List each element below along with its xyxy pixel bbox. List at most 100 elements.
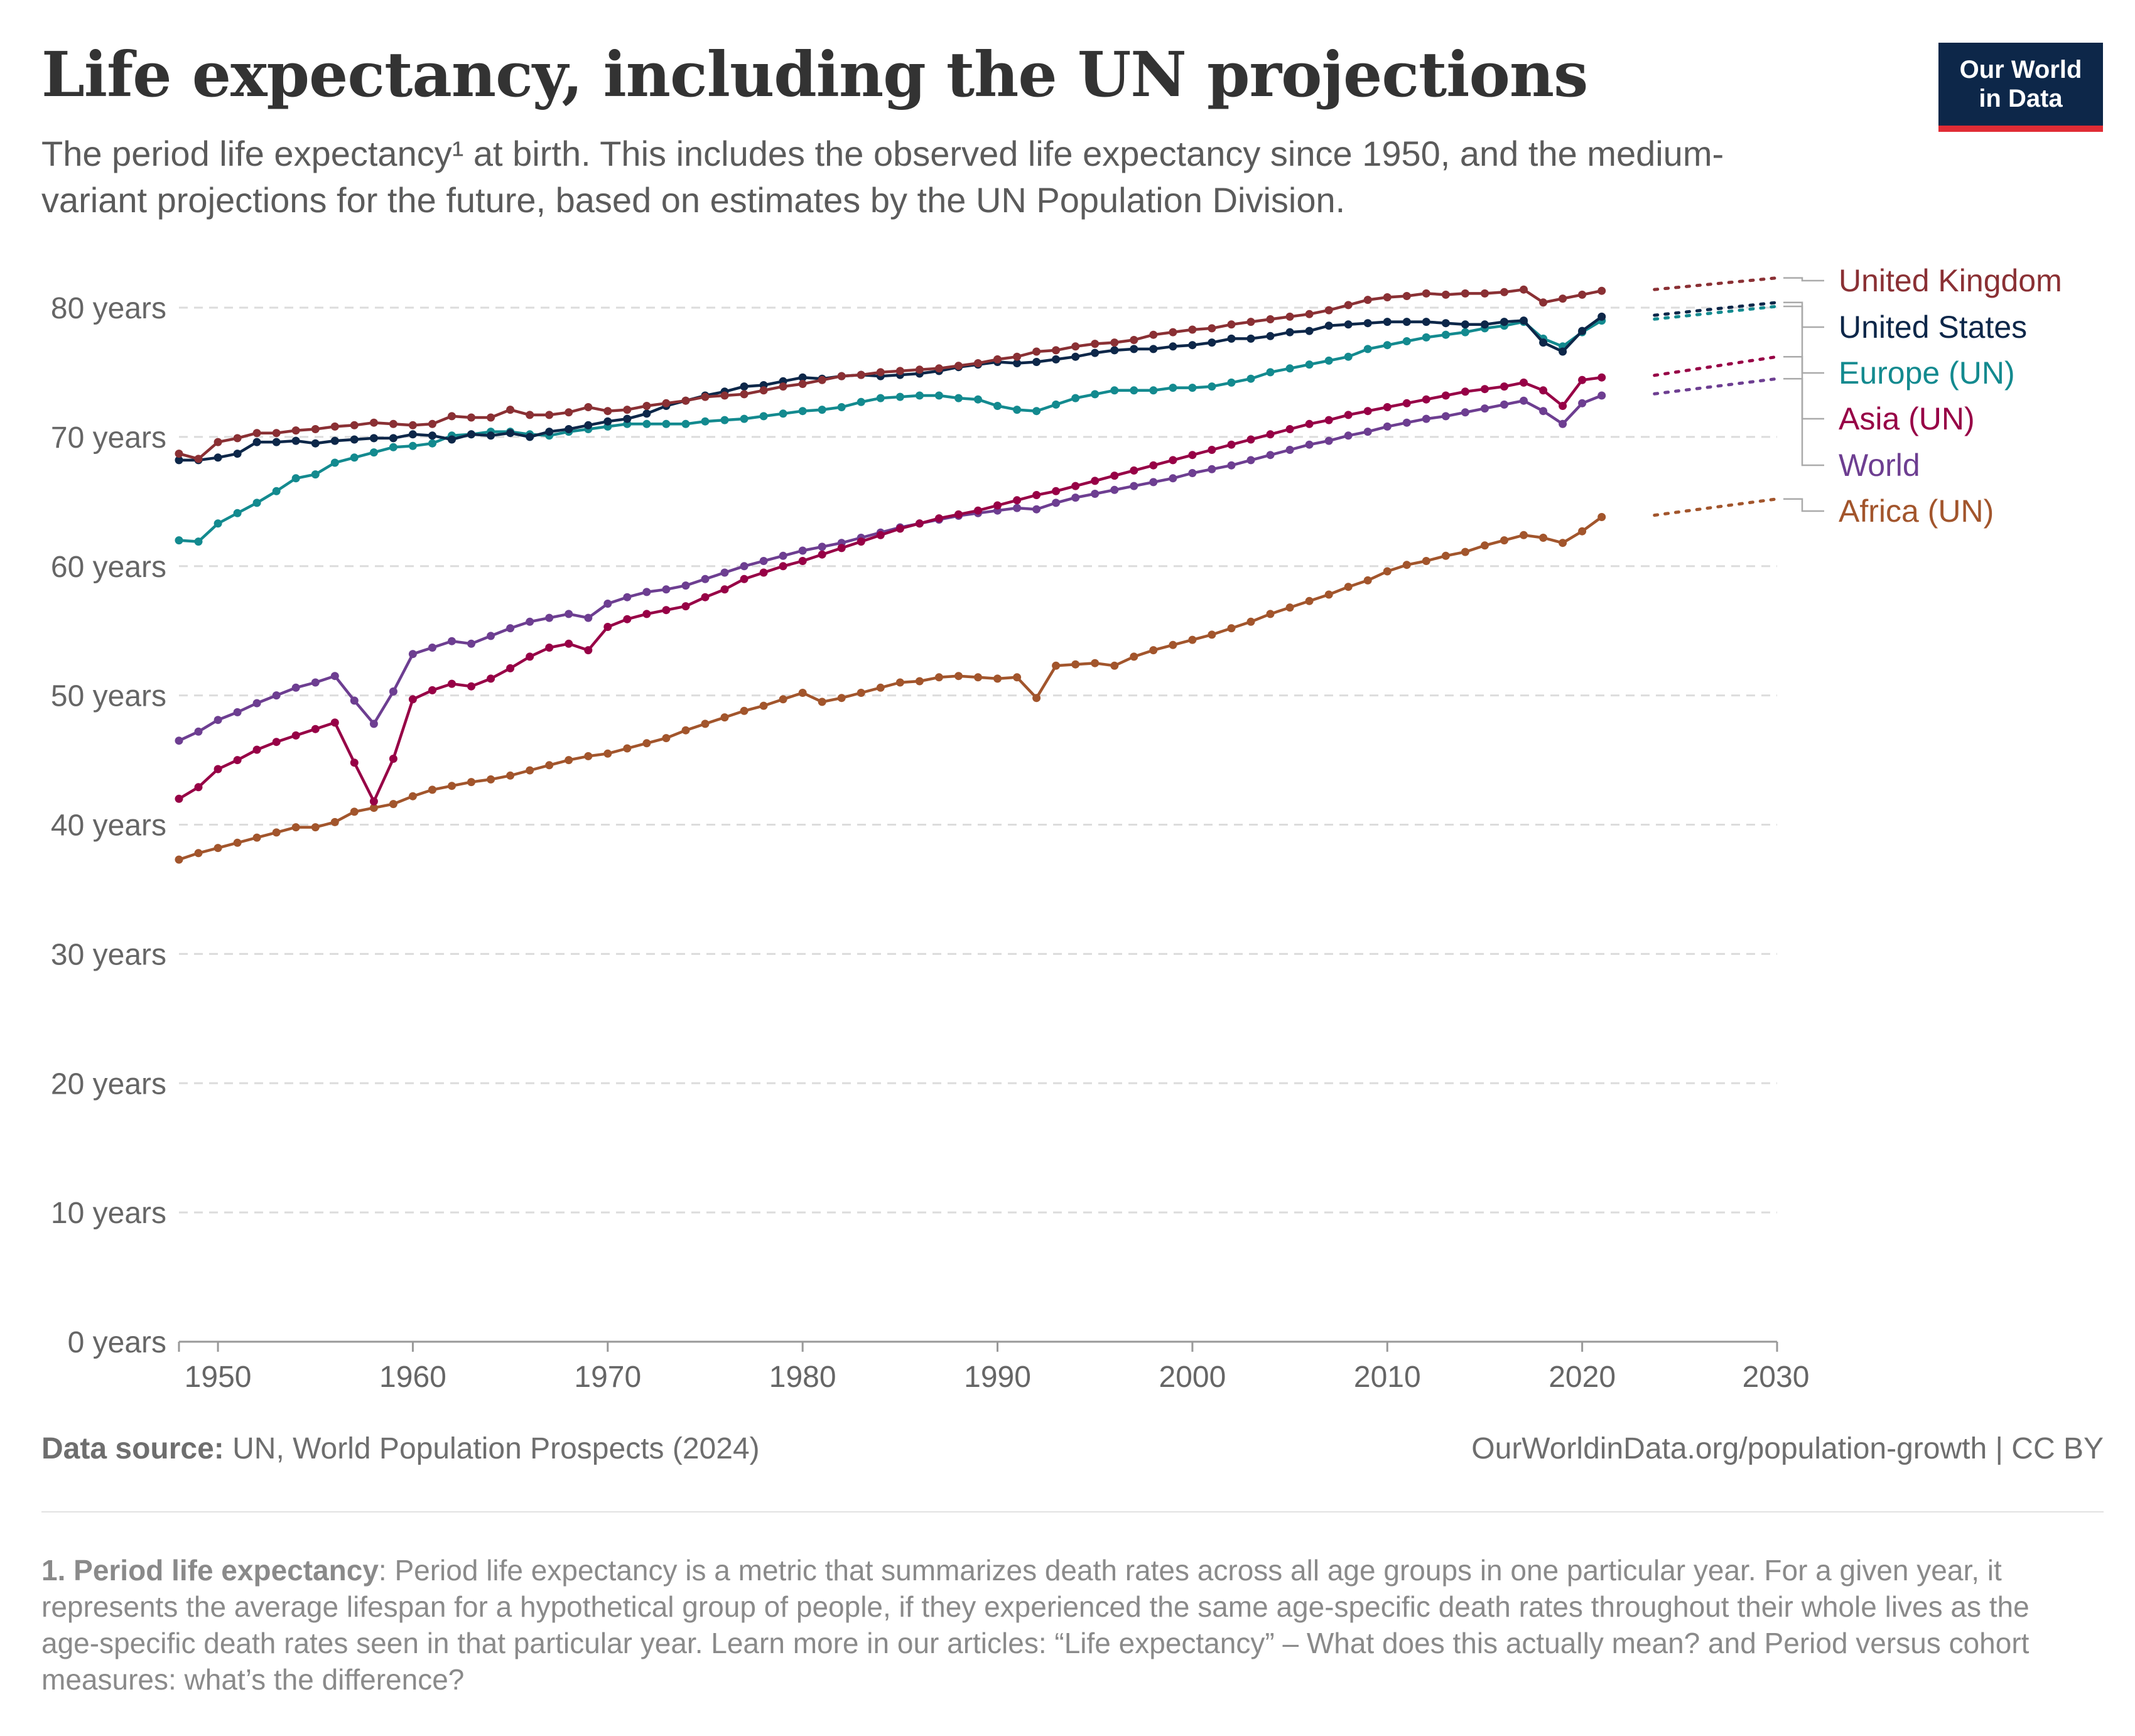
data-point: [798, 407, 807, 416]
data-point: [545, 761, 554, 770]
data-point: [291, 823, 300, 832]
data-point: [759, 701, 768, 710]
data-point: [798, 689, 807, 697]
data-point: [701, 574, 710, 583]
data-point: [506, 624, 515, 633]
data-point: [1091, 348, 1100, 357]
projection-line: [1653, 301, 1779, 317]
data-point: [1052, 487, 1061, 495]
data-point: [720, 391, 729, 400]
data-point: [895, 678, 904, 687]
legend-label: United Kingdom: [1839, 263, 2062, 298]
data-point: [1032, 358, 1041, 366]
data-point: [408, 792, 417, 801]
data-point: [1110, 661, 1119, 670]
data-point: [369, 434, 378, 443]
data-point: [467, 430, 475, 439]
data-point: [740, 382, 749, 391]
data-point: [701, 720, 710, 728]
data-point: [1441, 412, 1450, 421]
y-axis: 0 years 10 years 20 years 30 years 40 years 5…: [51, 292, 166, 1359]
data-point: [545, 644, 554, 652]
data-point: [1383, 422, 1392, 431]
data-point: [194, 783, 203, 792]
data-point: [467, 778, 475, 787]
source-url-link[interactable]: OurWorldinData.org/population-growth | C…: [1471, 1432, 2104, 1465]
x-tick-label: 2000: [1159, 1361, 1226, 1394]
data-point: [1500, 382, 1508, 391]
data-point: [1266, 315, 1275, 323]
data-point: [1149, 345, 1158, 353]
data-point: [428, 439, 436, 448]
data-point: [291, 731, 300, 740]
data-point: [1539, 407, 1548, 416]
data-point: [1461, 547, 1469, 556]
y-tick-label: 40 years: [51, 809, 166, 843]
data-point: [1324, 306, 1333, 315]
data-point: [1266, 451, 1275, 460]
data-point: [1344, 411, 1353, 419]
data-point: [565, 408, 573, 417]
data-point: [1208, 465, 1216, 473]
data-point: [1363, 428, 1372, 436]
data-point: [1344, 301, 1353, 310]
data-point: [1305, 310, 1314, 318]
data-point: [487, 413, 495, 422]
data-point: [487, 775, 495, 784]
data-point: [1363, 319, 1372, 328]
data-point: [603, 749, 612, 758]
data-point: [448, 782, 456, 790]
data-point: [1383, 293, 1392, 301]
data-point: [759, 412, 768, 421]
data-point: [214, 519, 222, 528]
data-point: [1285, 312, 1294, 321]
data-point: [1071, 352, 1080, 361]
data-point: [993, 355, 1002, 364]
data-point: [1285, 328, 1294, 337]
data-point: [681, 419, 690, 428]
line-chart: 0 years 10 years 20 years 30 years 40 years 5…: [51, 263, 2062, 1394]
data-point: [1344, 352, 1353, 361]
data-point: [1305, 326, 1314, 335]
data-point: [954, 362, 963, 370]
data-point: [1539, 338, 1548, 347]
data-point: [1227, 320, 1236, 329]
data-point: [1344, 583, 1353, 591]
data-point: [993, 402, 1002, 410]
grid-lines: [179, 306, 1777, 1214]
data-point: [1597, 513, 1606, 521]
data-point: [1559, 402, 1567, 410]
data-point: [1052, 355, 1061, 364]
data-point: [487, 431, 495, 440]
series-world: [175, 377, 1779, 745]
data-point: [1559, 294, 1567, 303]
data-point: [252, 438, 261, 446]
data-point: [603, 417, 612, 426]
data-point: [1052, 400, 1061, 409]
data-point: [1188, 341, 1197, 350]
data-point: [350, 435, 359, 444]
footer-divider: [41, 1511, 2104, 1512]
data-point: [233, 509, 242, 517]
data-point: [487, 674, 495, 683]
data-point: [428, 431, 436, 440]
data-point: [1539, 298, 1548, 307]
data-point: [1324, 416, 1333, 424]
data-point: [252, 499, 261, 507]
data-point: [1344, 431, 1353, 440]
data-point: [779, 551, 787, 560]
data-point: [1169, 384, 1177, 392]
data-point: [857, 537, 865, 546]
data-point: [681, 396, 690, 405]
data-point: [565, 425, 573, 433]
data-point: [993, 501, 1002, 510]
data-point: [1422, 318, 1430, 326]
series-line: [178, 319, 1603, 543]
data-point: [565, 610, 573, 618]
owid-logo[interactable]: Our World in Data: [1938, 43, 2103, 132]
data-point: [798, 557, 807, 565]
data-point: [1520, 285, 1528, 294]
data-point: [291, 474, 300, 483]
legend-item-united-states: United States: [1783, 301, 2027, 345]
x-tick-label: 1990: [964, 1361, 1031, 1394]
